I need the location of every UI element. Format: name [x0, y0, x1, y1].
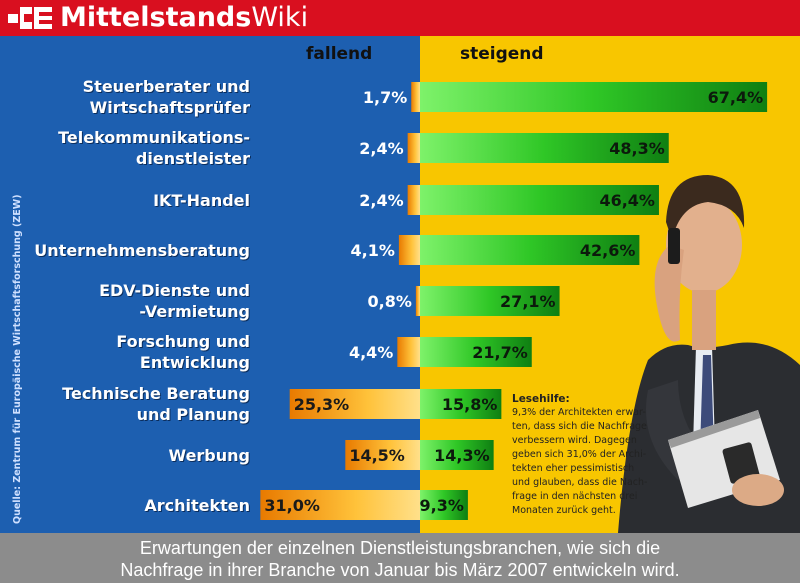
category-label-line: Unternehmensberatung	[34, 240, 250, 260]
data-label-falling: 1,7%	[363, 88, 407, 107]
brand-name: MittelstandsWiki	[60, 0, 308, 36]
caption: Erwartungen der einzelnen Dienstleistung…	[0, 533, 800, 583]
category-label-line: IKT-Handel	[153, 190, 250, 210]
data-label-rising: 42,6%	[580, 241, 636, 260]
data-label-falling: 4,4%	[349, 343, 393, 362]
data-label-rising: 9,3%	[420, 496, 464, 515]
category-label-line: Forschung und	[116, 332, 250, 351]
category-label: Architekten	[20, 495, 250, 516]
data-label-rising: 46,4%	[599, 191, 655, 210]
bar-falling	[415, 286, 420, 316]
bar-falling	[411, 82, 420, 112]
data-label-falling: 2,4%	[359, 191, 403, 210]
bar-rising	[420, 440, 494, 470]
category-label-line: Wirtschaftsprüfer	[89, 98, 250, 117]
data-label-falling: 0,8%	[368, 292, 412, 311]
businessman-image	[618, 175, 800, 533]
data-label-falling: 25,3%	[294, 395, 350, 414]
bar-falling	[407, 185, 420, 215]
bar-falling	[289, 389, 420, 419]
bar-falling	[407, 133, 420, 163]
brand-light: Wiki	[251, 2, 309, 33]
data-label-rising: 14,3%	[434, 446, 490, 465]
category-label-line: Telekommunikations-	[58, 128, 250, 147]
category-label: Werbung	[20, 445, 250, 466]
reading-help-line: und glauben, dass die Nach-	[512, 477, 648, 488]
data-label-falling: 31,0%	[264, 496, 320, 515]
category-label-line: Steuerberater und	[82, 77, 250, 96]
data-label-falling: 4,1%	[351, 241, 395, 260]
category-label: Forschung und Entwicklung	[20, 331, 250, 373]
data-label-rising: 27,1%	[500, 292, 556, 311]
caption-line-2: Nachfrage in ihrer Branche von Januar bi…	[120, 560, 680, 580]
reading-help-line: 9,3% der Architekten erwar-	[512, 407, 646, 418]
category-label-line: Architekten	[144, 495, 250, 515]
bar-falling	[398, 235, 420, 265]
reading-help-line: Monaten zurück geht.	[512, 505, 616, 516]
reading-help-line: frage in den nächsten drei	[512, 491, 638, 502]
reading-help-line: ten, dass sich die Nachfrage	[512, 421, 647, 432]
bar-rising	[420, 286, 560, 316]
data-label-rising: 21,7%	[472, 343, 528, 362]
category-label-line: und Planung	[136, 405, 250, 424]
category-label-line: dienstleister	[135, 149, 250, 168]
category-label: Telekommunikations-dienstleister	[20, 127, 250, 169]
bar-rising	[420, 235, 640, 265]
caption-line-1: Erwartungen der einzelnen Dienstleistung…	[139, 538, 661, 558]
category-label: Steuerberater und Wirtschaftsprüfer	[20, 76, 250, 118]
bar-rising	[420, 185, 659, 215]
category-label-line: EDV-Dienste und	[99, 281, 250, 300]
bar-rising	[420, 490, 468, 520]
reading-help-line: tekten eher pessimistisch	[512, 463, 635, 474]
category-label-line: -Vermietung	[139, 302, 250, 321]
category-label-line: Werbung	[168, 445, 250, 465]
category-label: IKT-Handel	[20, 190, 250, 211]
reading-help-title: Lesehilfe:	[512, 393, 570, 405]
bar-falling	[345, 440, 420, 470]
data-label-rising: 48,3%	[609, 139, 665, 158]
reading-help-text: 9,3% der Architekten erwar-ten, dass sic…	[512, 406, 662, 518]
data-label-rising: 15,8%	[442, 395, 498, 414]
category-label-line: Entwicklung	[139, 353, 250, 372]
bar-rising	[420, 133, 669, 163]
data-label-falling: 14,5%	[349, 446, 405, 465]
reading-help-line: verbessern wird. Dagegen	[512, 435, 637, 446]
column-header-rising: steigend	[460, 44, 544, 64]
bar-falling	[260, 490, 420, 520]
reading-help-line: geben sich 31,0% der Archi-	[512, 449, 647, 460]
column-header-falling: fallend	[306, 44, 373, 64]
data-label-falling: 2,4%	[359, 139, 403, 158]
data-label-rising: 67,4%	[708, 88, 764, 107]
bar-rising	[420, 337, 532, 367]
bar-falling	[397, 337, 420, 367]
brand-bold: Mittelstands	[60, 2, 252, 33]
bar-rising	[420, 389, 502, 419]
reading-help: Lesehilfe: 9,3% der Architekten erwar-te…	[512, 392, 662, 518]
category-label: Technische Beratung und Planung	[20, 383, 250, 425]
category-label: EDV-Dienste und -Vermietung	[20, 280, 250, 322]
category-label-line: Technische Beratung	[62, 384, 250, 403]
category-label: Unternehmensberatung	[20, 240, 250, 261]
logo-icon	[8, 7, 52, 29]
header-bar: MittelstandsWiki	[0, 0, 800, 36]
bar-rising	[420, 82, 768, 112]
